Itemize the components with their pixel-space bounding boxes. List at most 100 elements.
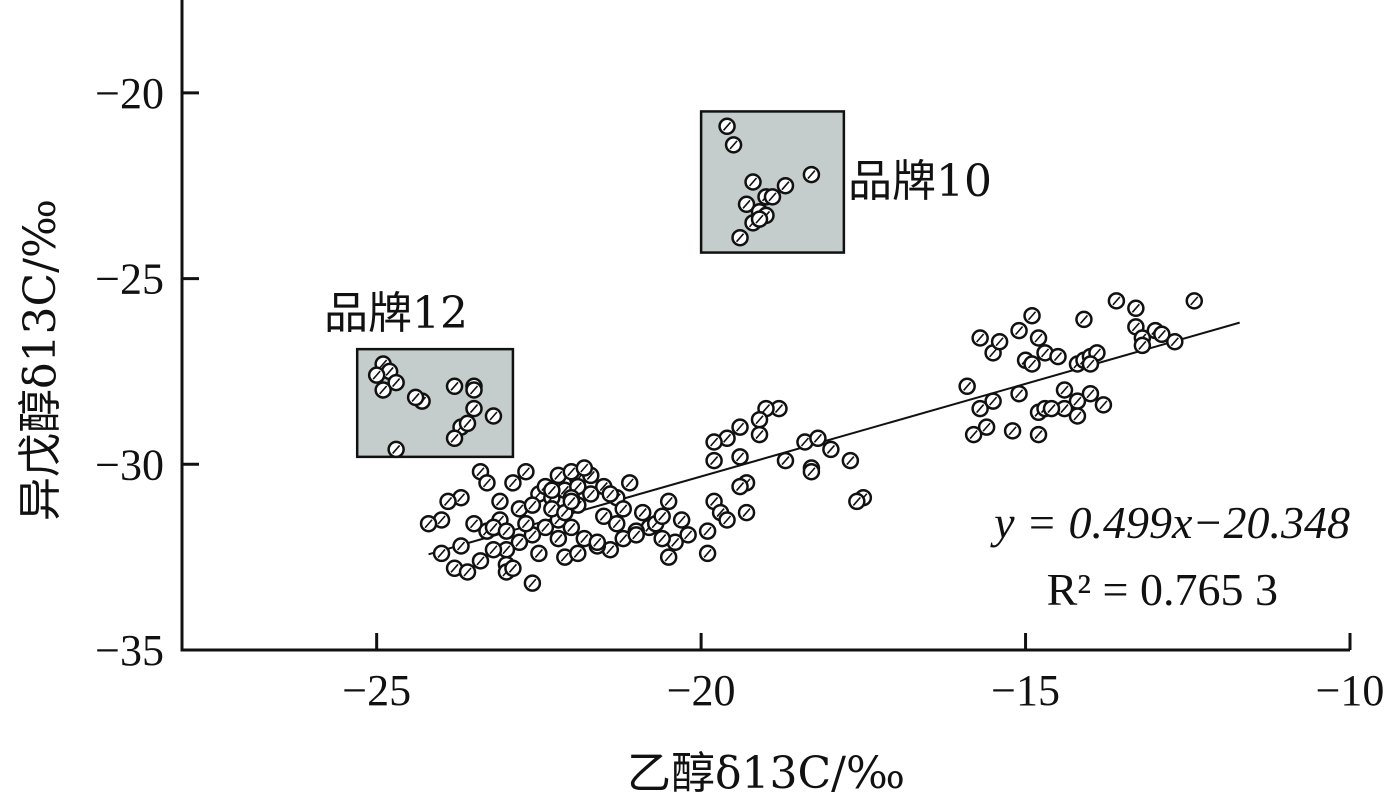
data-point — [569, 544, 587, 563]
data-point — [1055, 381, 1074, 399]
data-point-brand10 — [776, 176, 795, 195]
data-point — [582, 485, 600, 503]
data-point — [530, 544, 548, 563]
data-point-brand12 — [387, 440, 405, 459]
data-point-brand12 — [374, 381, 392, 399]
data-point — [977, 418, 996, 436]
data-point — [614, 500, 632, 518]
data-point-brand10 — [718, 117, 736, 136]
data-point — [653, 507, 671, 526]
data-point — [543, 481, 561, 500]
data-point — [809, 429, 827, 448]
data-point — [471, 552, 490, 570]
data-point — [718, 511, 736, 529]
group-label-brand12: 品牌12 — [324, 288, 468, 339]
data-point — [1081, 355, 1100, 373]
data-point — [971, 329, 989, 347]
data-point — [601, 485, 620, 503]
data-point-brand10 — [737, 195, 756, 214]
data-point — [984, 392, 1002, 410]
data-point — [504, 474, 522, 492]
data-point — [439, 492, 457, 511]
axis-tick-labels: −25 −20 −15 −10 −20 −25 −30 −35 — [95, 69, 1384, 715]
data-point-brand12 — [465, 381, 483, 399]
data-point — [822, 440, 840, 459]
data-point — [633, 503, 652, 522]
data-point — [666, 533, 684, 552]
data-point — [523, 496, 542, 514]
data-point — [562, 492, 581, 511]
data-point-brand12 — [445, 429, 464, 448]
data-point — [549, 529, 568, 548]
data-point — [452, 537, 470, 555]
data-point — [659, 492, 678, 511]
data-point — [523, 574, 542, 592]
data-points — [367, 117, 1204, 592]
data-point — [698, 522, 717, 540]
data-point — [1133, 336, 1152, 355]
data-point — [964, 425, 983, 444]
regression-equation: y = 0.499x−20.348 — [990, 497, 1350, 548]
data-point-brand12 — [458, 414, 477, 433]
data-point — [575, 529, 594, 548]
y-axis-title: 异戊醇δ13C/‰ — [15, 199, 66, 521]
data-point-brand12 — [367, 366, 386, 384]
data-point — [588, 533, 607, 552]
data-point — [705, 433, 723, 451]
data-point — [731, 477, 749, 496]
data-point — [1003, 422, 1022, 440]
data-point — [510, 533, 529, 552]
x-axis-title: 乙醇δ13C/‰ — [627, 748, 905, 798]
data-point — [731, 418, 749, 436]
data-point — [562, 518, 581, 537]
data-point — [802, 462, 821, 481]
data-point — [419, 514, 438, 533]
data-point — [776, 451, 795, 470]
data-point — [620, 474, 639, 492]
data-point — [575, 459, 594, 477]
data-point — [491, 492, 509, 511]
axis-ticks — [182, 91, 1352, 652]
data-point — [1107, 292, 1126, 310]
data-point — [1166, 332, 1184, 351]
group-label-brand10: 品牌10 — [848, 156, 992, 207]
data-point — [1042, 399, 1061, 418]
data-point — [848, 492, 866, 511]
data-point — [1153, 325, 1171, 344]
data-point-brand10 — [724, 136, 743, 154]
data-point — [1049, 347, 1067, 366]
data-point — [608, 514, 626, 533]
data-point-brand12 — [465, 399, 483, 418]
data-point — [1068, 407, 1087, 425]
data-point — [705, 451, 723, 470]
data-point-brand10 — [763, 188, 782, 206]
data-point — [465, 514, 483, 533]
data-point-brand12 — [484, 407, 503, 425]
data-point-brand10 — [731, 228, 749, 247]
x-tick-label: −25 — [342, 666, 411, 715]
data-point — [659, 548, 678, 566]
x-tick-label: −10 — [1316, 666, 1385, 715]
data-point-brand12 — [445, 377, 464, 396]
data-point — [432, 544, 451, 563]
data-point — [517, 462, 535, 481]
data-point — [731, 448, 749, 466]
data-point — [536, 518, 555, 537]
data-point — [478, 474, 496, 492]
y-tick-label: −25 — [95, 255, 164, 304]
data-point-brand10 — [802, 165, 821, 184]
data-point — [1127, 299, 1145, 318]
data-point — [971, 399, 989, 418]
data-point — [1094, 396, 1113, 414]
data-point — [517, 514, 535, 533]
data-point — [1010, 321, 1028, 340]
y-tick-label: −35 — [95, 626, 164, 675]
data-point — [679, 526, 697, 544]
data-point — [737, 503, 756, 522]
data-point-brand12 — [387, 373, 405, 392]
regression-r2: R² = 0.765 3 — [1047, 564, 1278, 615]
data-point — [750, 425, 769, 444]
data-point — [750, 410, 769, 429]
x-tick-label: −15 — [991, 666, 1060, 715]
